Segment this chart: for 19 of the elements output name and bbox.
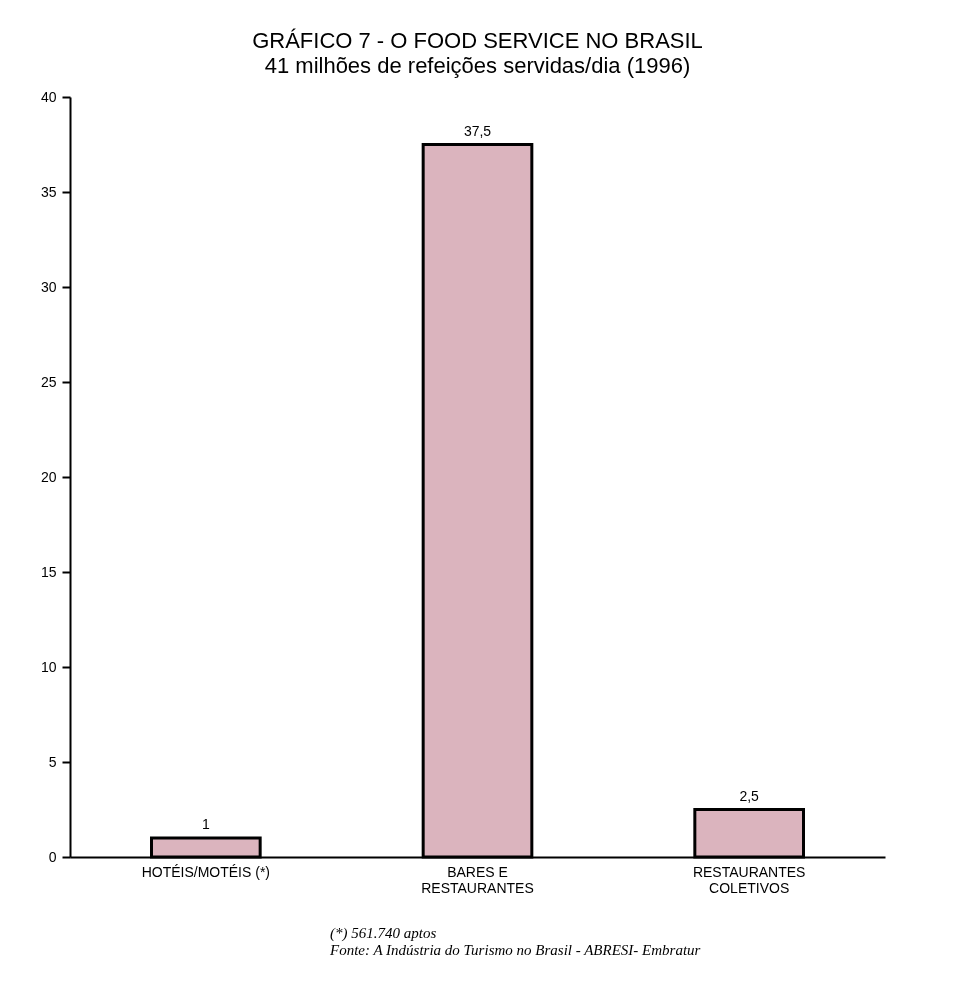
chart-title: GRÁFICO 7 - O FOOD SERVICE NO BRASIL (252, 28, 703, 53)
source-note: Fonte: A Indústria do Turismo no Brasil - ABRESI- Embratur (330, 942, 702, 959)
data-label: 37,5 (463, 122, 492, 139)
y-tick-label: 35 (40, 183, 57, 200)
text: (*) 561.740 aptos (330, 925, 438, 942)
x-tick-label: BARES E RESTAURANTES (421, 863, 534, 896)
y-tick-label: 20 (40, 468, 57, 485)
y-tick-label: 15 (40, 563, 57, 580)
x-tick-label: RESTAURANTES COLETIVOS (692, 863, 806, 896)
y-tick-label: 40 (40, 88, 57, 105)
data-label: 1 (201, 816, 210, 832)
y-tick-label: 10 (40, 658, 57, 675)
y-tick-label: 25 (40, 373, 57, 390)
x-tick-label: HOTÉIS/MOTÉIS (*) (141, 863, 271, 880)
chart-subtitle: 41 milhões de refeições servidas/dia (1996) (264, 53, 691, 78)
data-label: 2,5 (739, 787, 760, 804)
y-tick-label: 5 (48, 753, 57, 770)
y-tick-label: 30 (40, 278, 57, 295)
y-tick-label: 0 (48, 848, 57, 865)
